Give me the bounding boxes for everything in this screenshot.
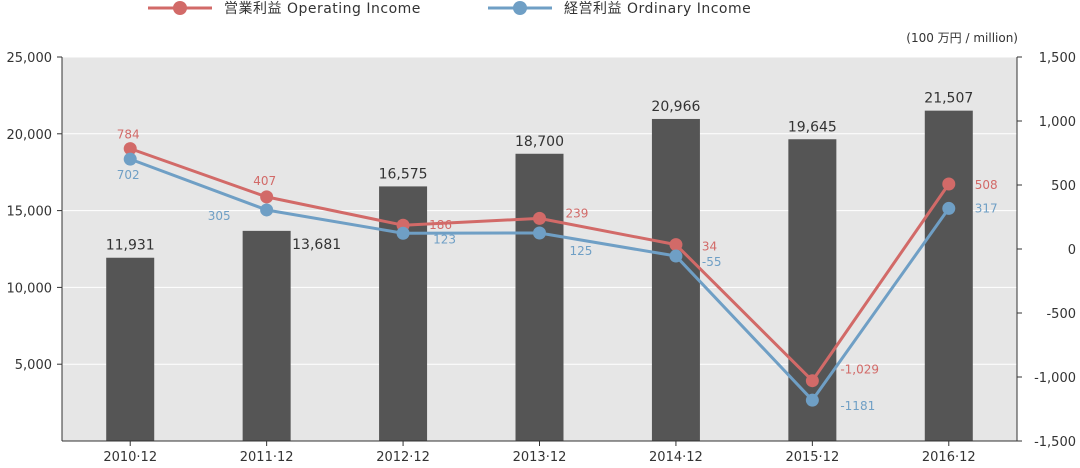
bar <box>651 118 700 441</box>
ordinary-income-point <box>942 201 956 215</box>
operating-income-point <box>669 238 683 252</box>
bar <box>242 230 291 441</box>
bar <box>924 110 973 442</box>
x-tick-label: 2010·12 <box>103 450 157 465</box>
right-tick-label: 0 <box>1068 243 1076 258</box>
bar-series <box>106 110 973 442</box>
data-labels: 11,931 13,681 16,575 18,700 20,966 19,645 21,5… <box>106 91 998 414</box>
operating-income-point <box>260 190 274 204</box>
legend-marker <box>173 1 187 15</box>
x-tick-label: 2016·12 <box>922 450 976 465</box>
bar-value-label: 21,507 <box>924 91 973 107</box>
ordinary-income-point <box>533 226 546 240</box>
x-tick-label: 2012·12 <box>376 450 430 465</box>
legend: 営業利益 Operating Income 経営利益 Ordinary Incom… <box>148 1 751 17</box>
ordinary-income-point <box>260 203 274 217</box>
ordinary-income-point <box>805 393 819 407</box>
ordinary-income-label: 702 <box>117 168 140 182</box>
right-tick-label: -1,500 <box>1034 435 1076 450</box>
operating-income-point <box>123 142 137 156</box>
right-tick-label: -500 <box>1046 307 1076 322</box>
legend-label: 経営利益 Ordinary Income <box>564 1 751 17</box>
legend-marker <box>513 1 527 15</box>
operating-income-point <box>533 211 546 225</box>
operating-income-label: 186 <box>429 218 452 232</box>
operating-income-label: 407 <box>253 174 276 188</box>
ordinary-income-label: -1181 <box>840 399 875 413</box>
legend-label: 営業利益 Operating Income <box>224 1 421 17</box>
bar-value-label: 19,645 <box>788 119 837 135</box>
bar-value-label: 16,575 <box>379 166 428 182</box>
operating-income-label: 508 <box>975 178 998 192</box>
ordinary-income-label: 123 <box>433 232 456 246</box>
left-tick-label: 10,000 <box>7 281 53 296</box>
ordinary-income-label: 125 <box>570 244 593 258</box>
ordinary-income-point <box>123 152 137 166</box>
x-tick-label: 2013·12 <box>513 450 567 465</box>
right-tick-label: -1,000 <box>1034 371 1076 386</box>
x-tick-label: 2014·12 <box>649 450 703 465</box>
operating-income-label: 784 <box>117 128 140 142</box>
bar-value-label: 20,966 <box>651 99 700 115</box>
ordinary-income-label: 305 <box>208 209 231 223</box>
bar <box>788 139 837 441</box>
right-tick-label: 1,500 <box>1039 51 1076 66</box>
bar <box>106 257 155 441</box>
left-tick-label: 25,000 <box>7 51 53 66</box>
ordinary-income-label: -55 <box>702 255 722 269</box>
axes: 25,000 20,000 15,000 10,000 5,000 1,500 1,000 5… <box>7 51 1077 465</box>
x-tick-label: 2015·12 <box>785 450 839 465</box>
operating-income-label: -1,029 <box>840 363 879 377</box>
operating-income-label: 34 <box>702 240 717 254</box>
line-series <box>123 142 956 407</box>
unit-label: (100 万円 / million) <box>906 31 1018 45</box>
ordinary-income-point <box>669 249 683 263</box>
bar-value-label: 13,681 <box>292 237 341 253</box>
bar-value-label: 18,700 <box>515 134 564 150</box>
ordinary-income-point <box>396 226 410 240</box>
bar <box>515 153 564 441</box>
right-tick-label: 500 <box>1051 179 1076 194</box>
left-tick-label: 5,000 <box>15 358 52 373</box>
x-tick-label: 2011·12 <box>240 450 294 465</box>
operating-income-label: 239 <box>566 206 589 220</box>
bar-value-label: 11,931 <box>106 238 155 254</box>
left-tick-label: 15,000 <box>7 205 53 220</box>
right-tick-label: 1,000 <box>1039 115 1076 130</box>
ordinary-income-label: 317 <box>975 201 998 215</box>
operating-income-point <box>942 177 956 191</box>
operating-income-point <box>805 374 819 388</box>
left-tick-label: 20,000 <box>7 128 53 143</box>
